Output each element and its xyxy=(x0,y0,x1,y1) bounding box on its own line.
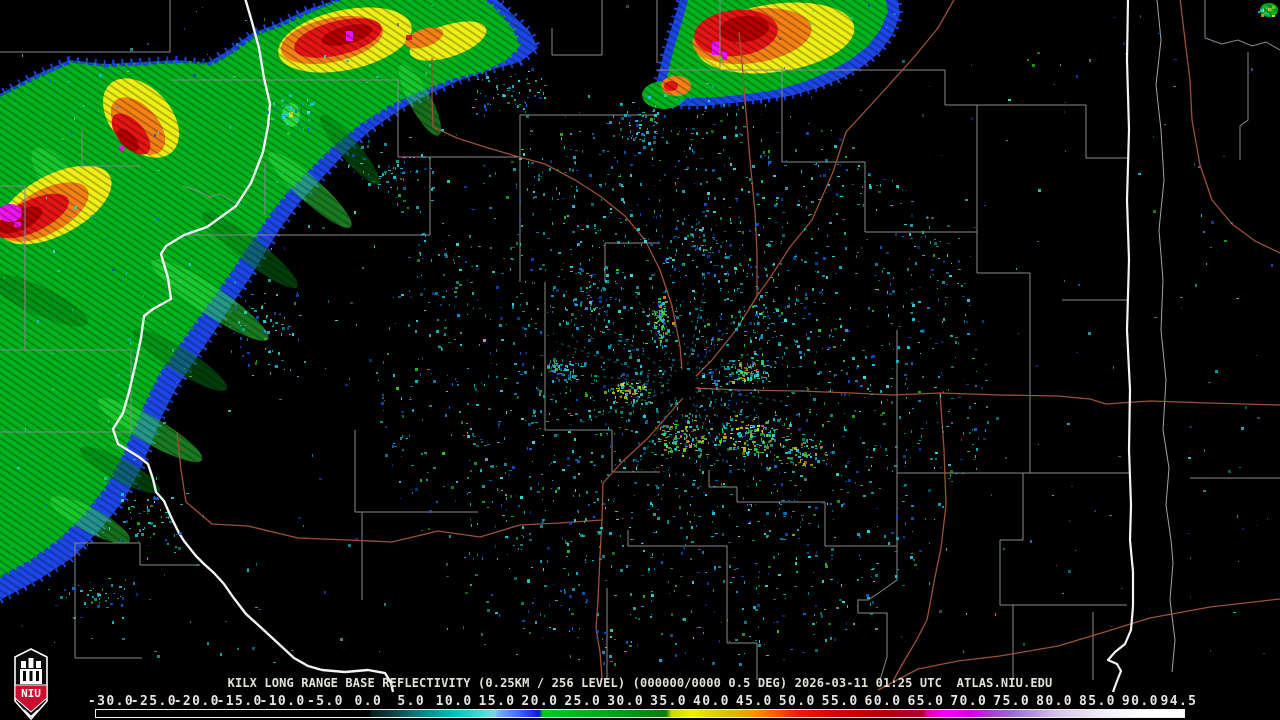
state-border-east xyxy=(1106,0,1135,693)
scale-label: 10.0 xyxy=(435,694,473,709)
clutter-speckles xyxy=(4,4,1275,666)
scale-label: 20.0 xyxy=(521,694,559,709)
clutter-spokes xyxy=(555,287,787,469)
scale-label: 90.0 xyxy=(1121,694,1159,709)
scale-label: 55.0 xyxy=(821,694,859,709)
scale-label: -20.0 xyxy=(173,694,220,709)
scale-label: 50.0 xyxy=(778,694,816,709)
scale-label: 30.0 xyxy=(607,694,645,709)
scale-label: 75.0 xyxy=(993,694,1031,709)
scale-label: 40.0 xyxy=(692,694,730,709)
colorbar xyxy=(95,709,1185,718)
scale-label: 65.0 xyxy=(907,694,945,709)
scale-label: 70.0 xyxy=(950,694,988,709)
scale-label: -15.0 xyxy=(216,694,263,709)
niu-logo: NIU xyxy=(14,648,48,720)
county-lines xyxy=(0,0,1280,681)
scale-labels: -30.0 -25.0 -20.0 -15.0 -10.0 -5.0 0.0 5.0 10.0 1… xyxy=(0,694,1280,709)
scale-label: -25.0 xyxy=(130,694,177,709)
state-borders xyxy=(111,0,1135,693)
river-wabash-gray xyxy=(1155,0,1176,673)
radar-site-void xyxy=(671,369,697,395)
product-title: KILX LONG RANGE BASE REFLECTIVITY (0.25K… xyxy=(227,676,1053,690)
scale-label: 45.0 xyxy=(735,694,773,709)
scale-label: 25.0 xyxy=(564,694,602,709)
scale-label: 60.0 xyxy=(864,694,902,709)
logo-band xyxy=(14,684,48,713)
scale-label: 15.0 xyxy=(478,694,516,709)
scale-label: -5.0 xyxy=(306,694,344,709)
scale-label: 5.0 xyxy=(397,694,426,709)
scale-label: -30.0 xyxy=(87,694,135,709)
scale-label: 0.0 xyxy=(354,694,383,709)
logo-chevron xyxy=(23,709,39,718)
scale-label: 94.5 xyxy=(1160,694,1198,709)
scale-label: 80.0 xyxy=(1036,694,1074,709)
scale-label: -10.0 xyxy=(259,694,306,709)
logo-text: NIU xyxy=(21,687,41,700)
scale-label: 85.0 xyxy=(1079,694,1116,709)
radial-streak-texture xyxy=(0,0,1280,672)
river-mississippi xyxy=(111,0,395,693)
scale-label: 35.0 xyxy=(650,694,688,709)
